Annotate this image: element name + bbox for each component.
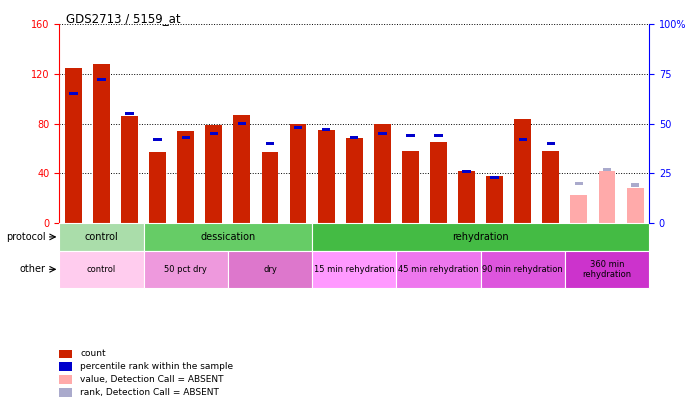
- Bar: [266, 142, 274, 145]
- Text: count: count: [80, 350, 106, 358]
- Bar: [97, 78, 105, 81]
- Text: rank, Detection Call = ABSENT: rank, Detection Call = ABSENT: [80, 388, 219, 397]
- Bar: [631, 183, 639, 187]
- Bar: [93, 64, 110, 223]
- Text: value, Detection Call = ABSENT: value, Detection Call = ABSENT: [80, 375, 224, 384]
- Bar: [290, 124, 306, 223]
- Bar: [149, 152, 166, 223]
- Bar: [402, 151, 419, 223]
- Text: 90 min rehydration: 90 min rehydration: [482, 265, 563, 274]
- Bar: [181, 136, 190, 139]
- Bar: [627, 188, 644, 223]
- Bar: [205, 125, 222, 223]
- Bar: [126, 112, 134, 115]
- Bar: [491, 175, 499, 179]
- Bar: [542, 151, 559, 223]
- Text: 360 min
rehydration: 360 min rehydration: [582, 260, 632, 279]
- Bar: [434, 134, 443, 137]
- Bar: [374, 124, 391, 223]
- Bar: [519, 138, 527, 141]
- Text: GDS2713 / 5159_at: GDS2713 / 5159_at: [66, 12, 181, 25]
- Bar: [209, 132, 218, 135]
- Bar: [514, 119, 531, 223]
- Text: 50 pct dry: 50 pct dry: [164, 265, 207, 274]
- Bar: [599, 171, 616, 223]
- Bar: [238, 122, 246, 125]
- Text: control: control: [87, 265, 116, 274]
- Text: protocol: protocol: [6, 232, 45, 242]
- Text: control: control: [84, 232, 119, 242]
- Bar: [294, 126, 302, 129]
- Bar: [262, 152, 279, 223]
- Bar: [378, 132, 387, 135]
- Text: rehydration: rehydration: [452, 232, 509, 242]
- Bar: [322, 128, 330, 131]
- Bar: [65, 68, 82, 223]
- Bar: [547, 142, 555, 145]
- Bar: [396, 251, 481, 288]
- Bar: [59, 223, 144, 251]
- Bar: [487, 176, 503, 223]
- Bar: [154, 138, 162, 141]
- Text: dessication: dessication: [200, 232, 255, 242]
- Bar: [144, 223, 312, 251]
- Text: 15 min rehydration: 15 min rehydration: [314, 265, 394, 274]
- Bar: [481, 251, 565, 288]
- Text: 45 min rehydration: 45 min rehydration: [398, 265, 479, 274]
- Bar: [462, 170, 470, 173]
- Bar: [603, 168, 611, 171]
- Bar: [350, 136, 359, 139]
- Bar: [458, 171, 475, 223]
- Bar: [570, 196, 587, 223]
- Bar: [565, 251, 649, 288]
- Text: percentile rank within the sample: percentile rank within the sample: [80, 362, 233, 371]
- Bar: [233, 115, 251, 223]
- Bar: [228, 251, 312, 288]
- Bar: [69, 92, 77, 95]
- Bar: [144, 251, 228, 288]
- Bar: [318, 130, 334, 223]
- Bar: [312, 251, 396, 288]
- Text: dry: dry: [263, 265, 277, 274]
- Bar: [346, 139, 363, 223]
- Bar: [406, 134, 415, 137]
- Bar: [430, 142, 447, 223]
- Bar: [574, 181, 583, 185]
- Bar: [177, 131, 194, 223]
- Bar: [312, 223, 649, 251]
- Bar: [121, 116, 138, 223]
- Text: other: other: [20, 264, 45, 274]
- Bar: [59, 251, 144, 288]
